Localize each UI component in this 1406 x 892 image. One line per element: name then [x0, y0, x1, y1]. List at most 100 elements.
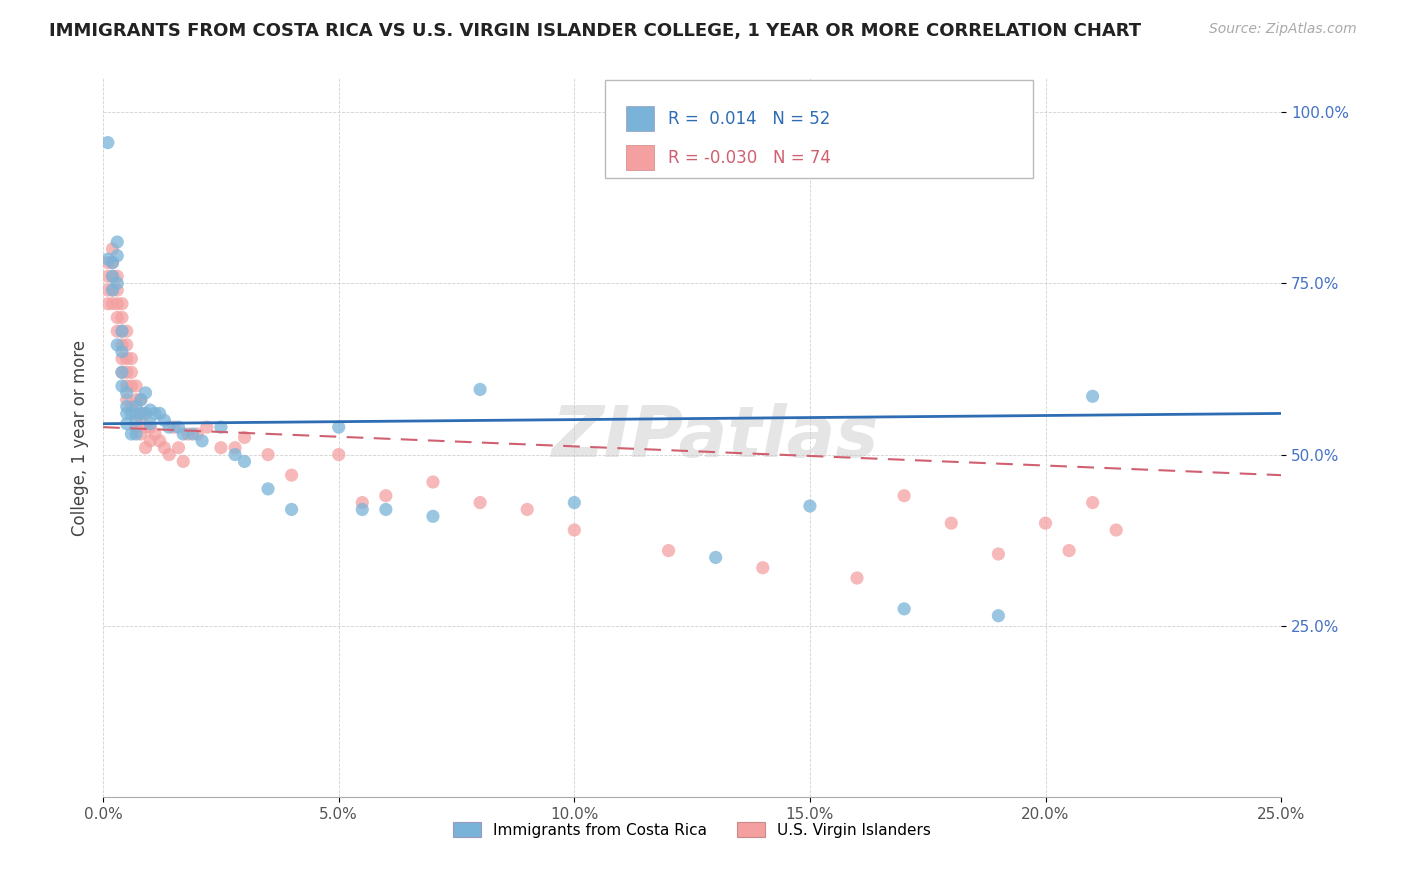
Point — [135, 407, 157, 421]
Point — [1081, 495, 1104, 509]
Point — [115, 379, 138, 393]
Text: R =  0.014   N = 52: R = 0.014 N = 52 — [668, 110, 830, 128]
Point — [1035, 516, 1057, 530]
Point — [209, 441, 232, 455]
Point — [135, 407, 157, 421]
Point — [149, 407, 172, 421]
Point — [280, 502, 302, 516]
Point — [163, 420, 186, 434]
Point — [1105, 523, 1128, 537]
Point — [328, 420, 350, 434]
Point — [129, 407, 152, 421]
Point — [101, 269, 124, 284]
Point — [105, 269, 128, 284]
Point — [704, 550, 727, 565]
Point — [105, 249, 128, 263]
Point — [422, 475, 444, 489]
Point — [111, 344, 134, 359]
Point — [1057, 543, 1080, 558]
Point — [105, 283, 128, 297]
Point — [153, 441, 176, 455]
Point — [139, 420, 162, 434]
Point — [115, 400, 138, 414]
Point — [224, 441, 246, 455]
Point — [135, 385, 157, 400]
Point — [120, 427, 142, 442]
Point — [224, 448, 246, 462]
Point — [135, 420, 157, 434]
Point — [374, 489, 396, 503]
Point — [101, 255, 124, 269]
Point — [799, 499, 821, 513]
Point — [111, 365, 134, 379]
Point — [143, 407, 166, 421]
Point — [111, 310, 134, 325]
Point — [129, 409, 152, 424]
Point — [97, 255, 120, 269]
Point — [111, 379, 134, 393]
Point — [562, 495, 585, 509]
Point — [115, 392, 138, 407]
Point — [157, 448, 180, 462]
Point — [172, 427, 194, 442]
Point — [105, 338, 128, 352]
Point — [101, 242, 124, 256]
Point — [129, 392, 152, 407]
Point — [752, 560, 775, 574]
Point — [120, 400, 142, 414]
Point — [181, 427, 204, 442]
Point — [105, 276, 128, 290]
Point — [97, 136, 120, 150]
Point — [233, 430, 256, 444]
Point — [105, 297, 128, 311]
Legend: Immigrants from Costa Rica, U.S. Virgin Islanders: Immigrants from Costa Rica, U.S. Virgin … — [447, 815, 938, 844]
Point — [97, 297, 120, 311]
Point — [129, 392, 152, 407]
Point — [125, 400, 148, 414]
Point — [374, 502, 396, 516]
Point — [101, 283, 124, 297]
Text: IMMIGRANTS FROM COSTA RICA VS U.S. VIRGIN ISLANDER COLLEGE, 1 YEAR OR MORE CORRE: IMMIGRANTS FROM COSTA RICA VS U.S. VIRGI… — [49, 22, 1142, 40]
Point — [987, 547, 1010, 561]
Point — [139, 417, 162, 431]
Point — [987, 608, 1010, 623]
Point — [468, 383, 491, 397]
Point — [135, 441, 157, 455]
Point — [125, 392, 148, 407]
Point — [658, 543, 681, 558]
Point — [233, 454, 256, 468]
Point — [115, 338, 138, 352]
Point — [209, 420, 232, 434]
Point — [941, 516, 963, 530]
Point — [97, 269, 120, 284]
Point — [143, 427, 166, 442]
Point — [280, 468, 302, 483]
Point — [139, 403, 162, 417]
Point — [105, 235, 128, 249]
Point — [101, 283, 124, 297]
Point — [115, 351, 138, 366]
Point — [516, 502, 538, 516]
Point — [115, 417, 138, 431]
Point — [125, 413, 148, 427]
Text: ZIPatlas: ZIPatlas — [553, 403, 879, 472]
Point — [115, 385, 138, 400]
Point — [97, 252, 120, 267]
Point — [195, 420, 218, 434]
Point — [111, 338, 134, 352]
Point — [111, 324, 134, 338]
Point — [105, 324, 128, 338]
Point — [125, 420, 148, 434]
Point — [101, 269, 124, 284]
Point — [191, 434, 214, 448]
Point — [120, 351, 142, 366]
Text: R = -0.030   N = 74: R = -0.030 N = 74 — [668, 149, 831, 167]
Point — [97, 283, 120, 297]
Point — [562, 523, 585, 537]
Point — [167, 441, 190, 455]
Point — [111, 324, 134, 338]
Point — [111, 351, 134, 366]
Point — [153, 413, 176, 427]
Point — [352, 495, 374, 509]
Point — [893, 602, 915, 616]
